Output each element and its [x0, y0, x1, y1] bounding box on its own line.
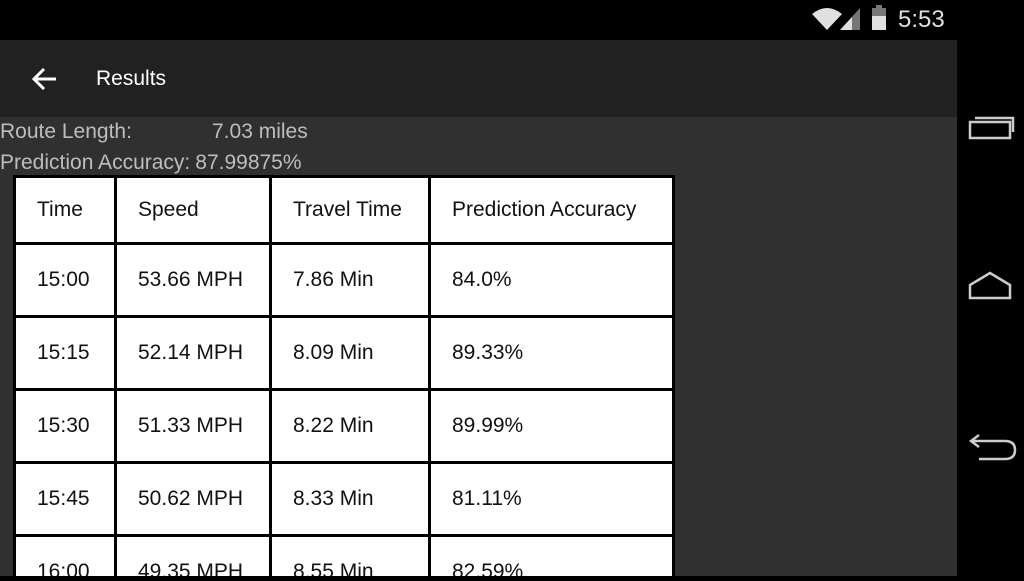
nav-bar [957, 40, 1024, 576]
data-row: 16:00 49.35 MPH 8.55 Min 82.59% [16, 537, 672, 576]
table-cell: 82.59% [431, 537, 672, 576]
table-cell: 52.14 MPH [117, 318, 269, 388]
summary-value: 7.03 miles [212, 120, 308, 143]
summary-row: Prediction Accuracy: 87.99875% [0, 151, 302, 175]
header-row: Time Speed Travel Time Prediction Accuracy [16, 178, 672, 242]
table-cell: 49.35 MPH [117, 537, 269, 576]
app-bar: Results [0, 40, 957, 117]
table-cell: 8.22 Min [272, 391, 428, 461]
data-row: 15:30 51.33 MPH 8.22 Min 89.99% [16, 391, 672, 461]
table-cell: 84.0% [431, 245, 672, 315]
data-row: 15:15 52.14 MPH 8.09 Min 89.33% [16, 318, 672, 388]
table-cell: 7.86 Min [272, 245, 428, 315]
table-cell: 15:30 [16, 391, 114, 461]
summary-value: 87.99875% [195, 151, 302, 174]
summary-label: Prediction Accuracy: [0, 151, 191, 174]
recents-button[interactable] [968, 116, 1015, 140]
data-row: 15:00 53.66 MPH 7.86 Min 84.0% [16, 245, 672, 315]
table-cell: 8.09 Min [272, 318, 428, 388]
status-bar: 5:53 [0, 0, 1024, 40]
table-cell: 16:00 [16, 537, 114, 576]
header-cell: Prediction Accuracy [431, 178, 672, 242]
table-cell: 81.11% [431, 464, 672, 534]
table-cell: 51.33 MPH [117, 391, 269, 461]
app-title: Results [96, 67, 167, 90]
table-cell: 89.33% [431, 318, 672, 388]
home-button[interactable] [968, 271, 1012, 300]
table-cell: 15:15 [16, 318, 114, 388]
back-button[interactable] [30, 65, 60, 95]
header-cell: Speed [117, 178, 269, 242]
table-cell: 50.62 MPH [117, 464, 269, 534]
results-table: Time Speed Travel Time Prediction Accuracy 1… [13, 175, 675, 576]
clock: 5:53 [898, 6, 945, 33]
table-cell: 15:00 [16, 245, 114, 315]
table-cell: 8.55 Min [272, 537, 428, 576]
status-icons [812, 5, 886, 30]
table-cell: 53.66 MPH [117, 245, 269, 315]
summary-row: Route Length: 7.03 miles [0, 120, 308, 144]
content: Route Length: 7.03 miles Prediction Accura… [0, 117, 957, 576]
summary-label: Route Length: [0, 120, 132, 143]
table-cell: 8.33 Min [272, 464, 428, 534]
header-cell: Time [16, 178, 114, 242]
data-row: 15:45 50.62 MPH 8.33 Min 81.11% [16, 464, 672, 534]
nav-back-button[interactable] [968, 434, 1017, 461]
table-cell: 89.99% [431, 391, 672, 461]
nav-icons [968, 116, 1017, 461]
header-cell: Travel Time [272, 178, 428, 242]
table-cell: 15:45 [16, 464, 114, 534]
